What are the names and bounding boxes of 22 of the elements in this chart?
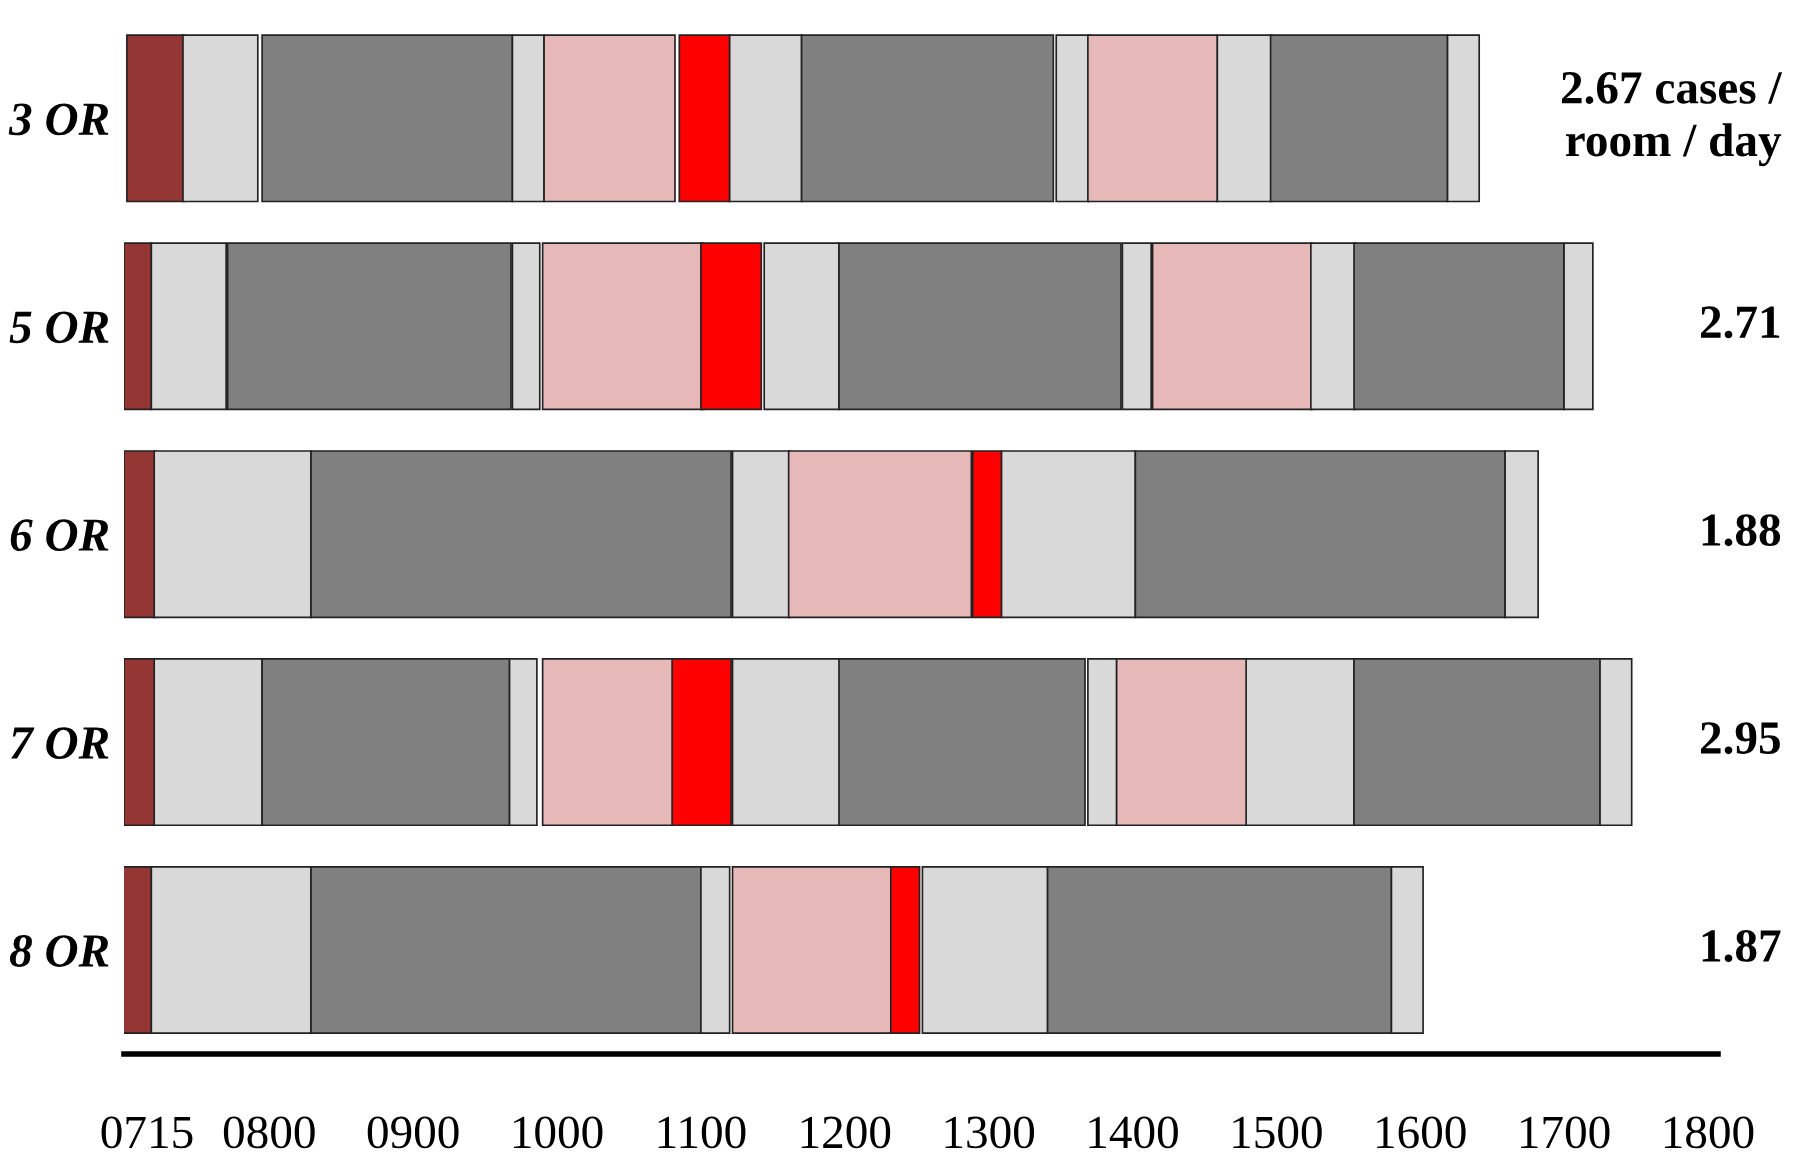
y-tick-label: 5 OR bbox=[9, 311, 109, 344]
x-tick-label: 0800 bbox=[223, 1116, 315, 1149]
annotation: 2.95 bbox=[1700, 722, 1780, 755]
annotation: 1.88 bbox=[1702, 514, 1781, 547]
x-tick-label: 0715 bbox=[101, 1116, 193, 1149]
y-tick-label: 8 OR bbox=[9, 935, 109, 967]
y-tick-label: 7 OR bbox=[11, 727, 109, 759]
x-tick-label: 1500 bbox=[1233, 1116, 1322, 1149]
y-tick-label: 6 OR bbox=[10, 519, 109, 552]
x-tick-label: 1300 bbox=[945, 1116, 1035, 1149]
y-tick-label: 3 OR bbox=[8, 103, 109, 136]
annotation: 2.67 cases / room / day bbox=[1561, 72, 1783, 167]
x-tick-label: 0900 bbox=[367, 1116, 459, 1149]
x-tick-label: 1000 bbox=[513, 1116, 603, 1149]
annotation: 2.71 bbox=[1700, 306, 1780, 339]
x-tick-label: 1400 bbox=[1089, 1116, 1178, 1149]
annotation: 1.87 bbox=[1702, 929, 1781, 963]
x-tick-label: 1600 bbox=[1377, 1116, 1466, 1149]
x-tick-label: 1200 bbox=[801, 1116, 891, 1149]
x-tick-label: 1100 bbox=[658, 1116, 746, 1149]
x-tick-label: 1700 bbox=[1521, 1116, 1610, 1149]
x-tick-label: 1800 bbox=[1664, 1116, 1754, 1149]
